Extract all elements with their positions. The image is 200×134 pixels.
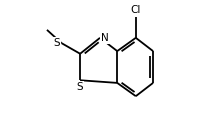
Text: S: S xyxy=(54,38,60,48)
Text: Cl: Cl xyxy=(131,5,141,15)
Text: N: N xyxy=(101,33,109,43)
Text: S: S xyxy=(77,82,83,92)
